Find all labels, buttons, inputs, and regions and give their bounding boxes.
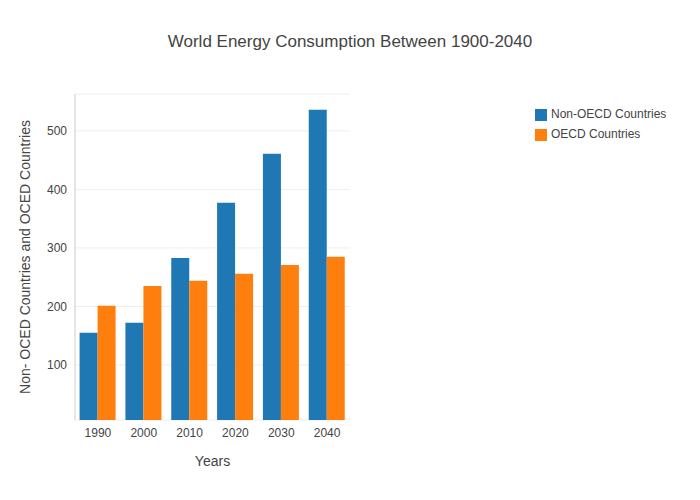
html-text:Non-OECD Countries: Non-OECD Countries <box>551 107 667 121</box>
svg-text:100: 100 <box>47 358 67 372</box>
svg-text:400: 400 <box>47 183 67 197</box>
svg-text:2010: 2010 <box>176 426 203 440</box>
html-text:World Energy Consumption Betwe: World Energy Consumption Between 1900-20… <box>167 32 533 51</box>
svg-text:300: 300 <box>47 241 67 255</box>
svg-text:2040: 2040 <box>314 426 341 440</box>
svg-text:2000: 2000 <box>130 426 157 440</box>
svg-text:Years: Years <box>195 453 230 469</box>
svg-text:2030: 2030 <box>268 426 295 440</box>
svg-text:1990: 1990 <box>85 426 112 440</box>
svg-text:200: 200 <box>47 300 67 314</box>
svg-text:Non- OCED Countries and OCED C: Non- OCED Countries and OCED Countries <box>17 120 33 394</box>
html-text:OECD Countries: OECD Countries <box>551 127 641 141</box>
svg-text:2020: 2020 <box>222 426 249 440</box>
svg-text:500: 500 <box>47 124 67 138</box>
